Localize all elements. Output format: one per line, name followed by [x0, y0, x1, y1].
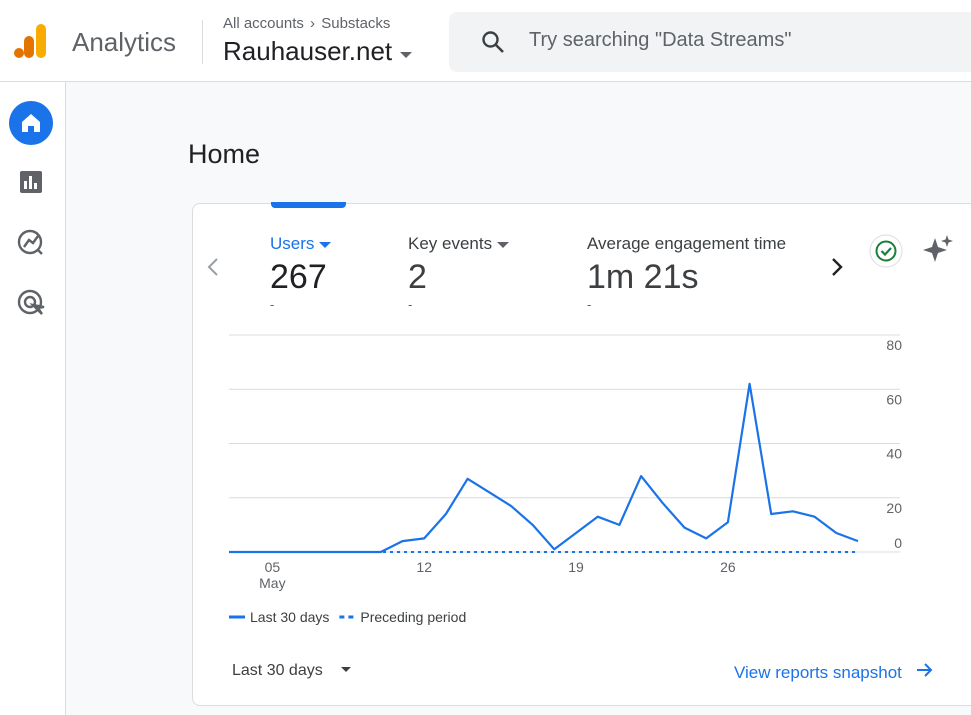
sparkle-icon[interactable] [923, 234, 955, 266]
logo [14, 24, 46, 58]
nav-home[interactable] [9, 101, 53, 145]
metric-change: - [270, 297, 275, 312]
metric-label-text: Users [270, 234, 315, 253]
insights-check[interactable] [869, 234, 905, 270]
property-selector[interactable]: Rauhauser.net [223, 36, 413, 67]
metric-label: Average engagement time [587, 234, 787, 253]
metric-value: 2 [408, 258, 427, 296]
metric-label: Key events [408, 234, 509, 254]
breadcrumb-item[interactable]: Substacks [321, 15, 391, 32]
selected-tab-indicator [271, 202, 346, 208]
link-text[interactable]: View reports snapshot [734, 663, 902, 682]
metric-label-text: Key events [408, 234, 493, 253]
metric-change: - [587, 297, 592, 312]
nav-reports[interactable] [20, 171, 42, 193]
metric-value: 1m 21s [587, 258, 699, 296]
next-arrow[interactable] [829, 256, 845, 278]
metric-label: Users [270, 234, 332, 254]
product-name: Analytics [72, 27, 177, 57]
metric-tab[interactable]: Average engagement time 1m 21s - [587, 234, 813, 312]
breadcrumb[interactable]: All accounts › Substacks [223, 15, 390, 32]
date-range-text: Last 30 days [232, 662, 323, 679]
metric-tab[interactable]: Users 267 - [270, 234, 332, 312]
breadcrumb-item[interactable]: All accounts [223, 15, 304, 32]
metric-tab[interactable]: Key events 2 - [408, 234, 509, 312]
metric-change: - [408, 297, 413, 312]
nav-icons [9, 101, 53, 315]
search-placeholder: Try searching "Data Streams" [529, 29, 792, 51]
search-icon [482, 31, 504, 53]
metric-value: 267 [270, 258, 327, 296]
dropdown-arrow [400, 52, 413, 58]
nav-advertising[interactable] [17, 289, 45, 315]
nav-explore[interactable] [17, 229, 43, 255]
divider [202, 20, 203, 64]
chevron: › [310, 15, 316, 32]
prev-arrow[interactable] [205, 256, 221, 278]
overview-card: Users 267 - Key events 2 - Average engag… [192, 202, 971, 706]
page-title: Home [188, 139, 261, 169]
view-reports-link[interactable]: View reports snapshot [734, 662, 937, 683]
top-bar: Analytics All accounts › Substacks Rauha… [0, 0, 971, 82]
side-nav [0, 82, 66, 715]
date-range-selector[interactable]: Last 30 days [232, 662, 357, 680]
property-name[interactable]: Rauhauser.net [223, 36, 393, 66]
search-box[interactable]: Try searching "Data Streams" [449, 12, 971, 72]
